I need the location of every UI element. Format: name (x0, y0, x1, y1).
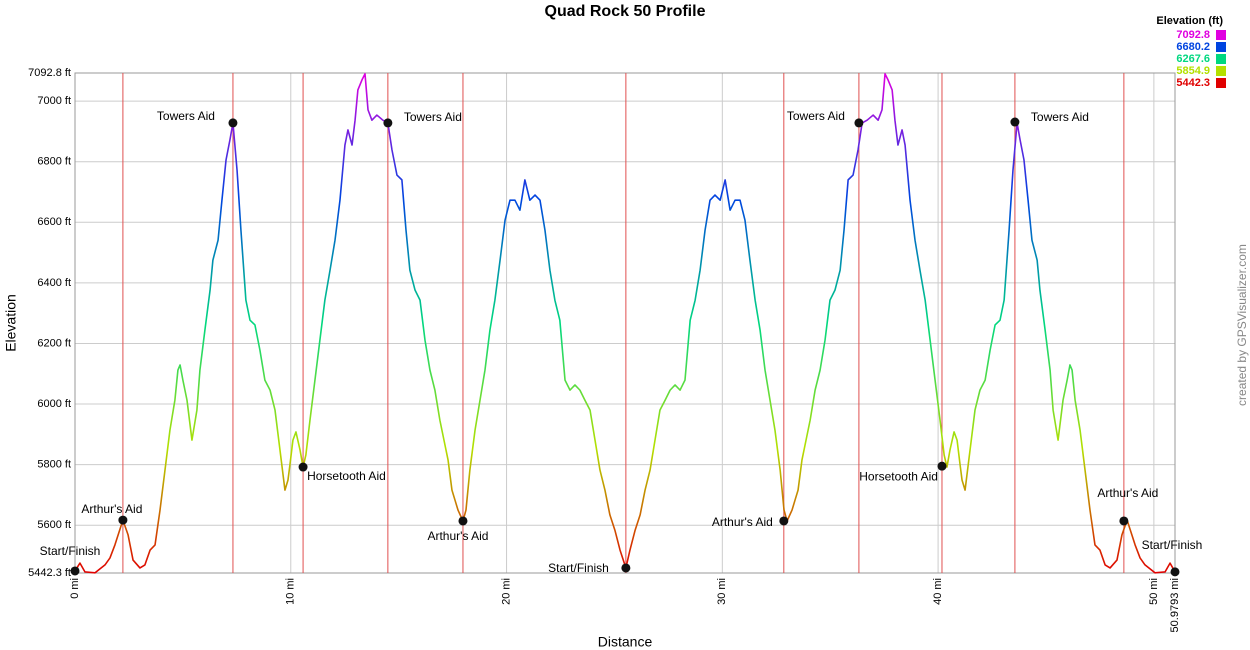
waypoint-label: Horsetooth Aid (307, 469, 386, 483)
chart-title: Quad Rock 50 Profile (545, 3, 706, 20)
waypoint (621, 563, 631, 573)
y-tick-label: 6800 ft (37, 156, 71, 168)
waypoint-label: Horsetooth Aid (859, 469, 938, 483)
waypoint-label: Start/Finish (40, 544, 101, 558)
legend-label: 5854.9 (1176, 65, 1210, 77)
legend-title: Elevation (ft) (1156, 15, 1223, 27)
waypoint (118, 515, 128, 525)
x-axis-title: Distance (598, 634, 653, 650)
legend-swatch (1216, 42, 1226, 52)
y-tick-label: 7092.8 ft (28, 67, 71, 79)
plot-frame (74, 72, 1176, 574)
waypoint-label: Arthur's Aid (1097, 486, 1158, 500)
waypoint (854, 118, 864, 128)
legend-swatch (1216, 78, 1226, 88)
waypoint (228, 118, 238, 128)
legend-swatch (1216, 30, 1226, 40)
waypoint-label: Towers Aid (404, 110, 462, 124)
waypoint-label: Towers Aid (1031, 110, 1089, 124)
waypoint (70, 566, 80, 576)
waypoint (383, 118, 393, 128)
y-tick-label: 5442.3 ft (28, 567, 71, 579)
waypoint-label: Start/Finish (1142, 538, 1203, 552)
legend-label: 7092.8 (1176, 29, 1210, 41)
legend-label: 5442.3 (1176, 77, 1210, 89)
x-tick-label: 30 mi (716, 578, 728, 605)
elevation-line (74, 73, 1176, 574)
x-tick-label: 40 mi (932, 578, 944, 605)
x-tick-label: 0 mi (69, 578, 81, 599)
waypoint-label: Arthur's Aid (427, 529, 488, 543)
y-tick-label: 5600 ft (37, 519, 71, 531)
y-tick-label: 6600 ft (37, 216, 71, 228)
x-tick-label: 20 mi (500, 578, 512, 605)
legend-label: 6267.6 (1176, 53, 1210, 65)
waypoint-label: Arthur's Aid (81, 502, 142, 516)
waypoint-label: Towers Aid (157, 109, 215, 123)
waypoint (1010, 117, 1020, 127)
legend-swatch (1216, 66, 1226, 76)
waypoint-label: Arthur's Aid (712, 515, 773, 529)
waypoint (458, 516, 468, 526)
waypoint (937, 461, 947, 471)
y-axis-title: Elevation (3, 294, 19, 352)
x-tick-label: 50 mi (1148, 578, 1160, 605)
x-tick-label: 50.9793 mi (1169, 578, 1181, 632)
y-tick-label: 6400 ft (37, 277, 71, 289)
x-tick-label: 10 mi (285, 578, 297, 605)
y-tick-label: 5800 ft (37, 459, 71, 471)
y-tick-label: 7000 ft (37, 95, 71, 107)
waypoint (779, 516, 789, 526)
legend-label: 6680.2 (1176, 41, 1210, 53)
waypoint (1170, 567, 1180, 577)
credit: created by GPSVisualizer.com (1235, 244, 1249, 406)
legend-swatch (1216, 54, 1226, 64)
waypoint (298, 462, 308, 472)
waypoint (1119, 516, 1129, 526)
y-tick-label: 6200 ft (37, 337, 71, 349)
y-tick-label: 6000 ft (37, 398, 71, 410)
waypoint-label: Towers Aid (787, 109, 845, 123)
waypoint-label: Start/Finish (548, 561, 609, 575)
